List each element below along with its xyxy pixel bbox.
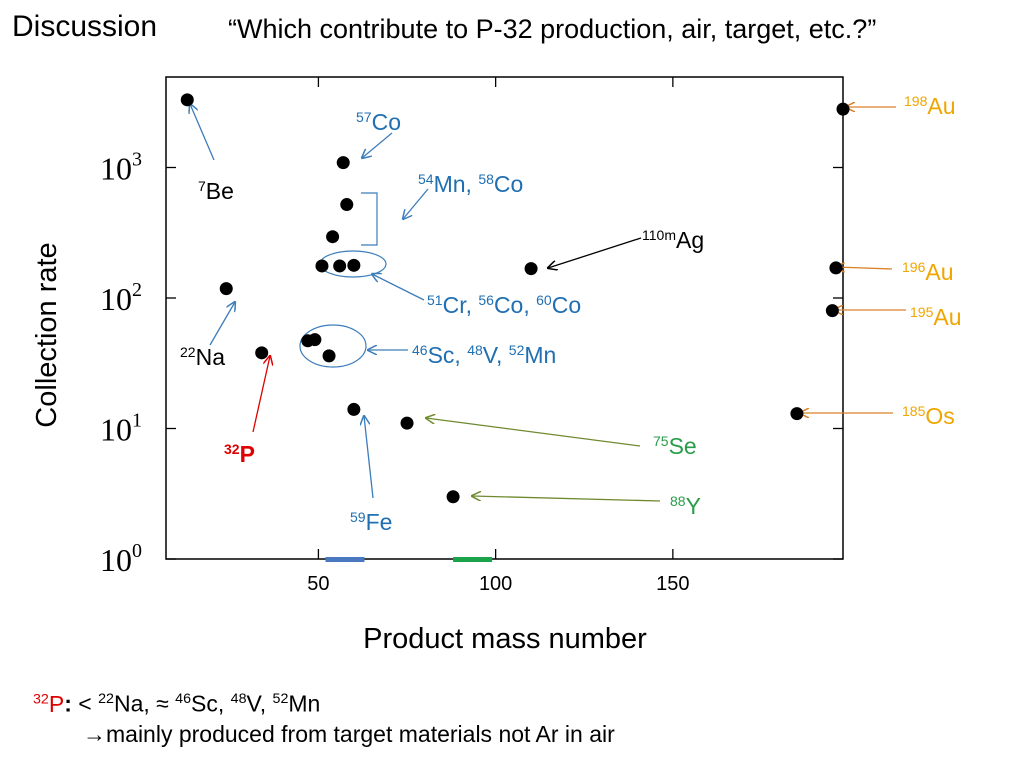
data-point: [524, 262, 538, 276]
label-sc46-v48-mn52: 46Sc, 48V, 52Mn: [412, 342, 556, 368]
label-na22: 22Na: [180, 344, 225, 370]
arrow-y: [472, 496, 661, 502]
label-ag110m: 110mAg: [642, 227, 704, 253]
y-axis-ticks: 100 101 102 103: [100, 149, 843, 578]
data-point: [825, 304, 839, 318]
label-fe59: 59Fe: [350, 509, 392, 535]
arrow-p: [252, 356, 270, 433]
arrow-se: [426, 418, 641, 447]
y-axis-label: Collection rate: [31, 242, 63, 427]
label-y88: 88Y: [670, 493, 701, 519]
data-point: [446, 490, 460, 504]
annotation-arrows: [190, 104, 906, 502]
label-au198: 198Au: [904, 93, 956, 119]
data-point: [836, 102, 850, 116]
x-tick-label: 50: [307, 573, 329, 595]
x-axis-label: Product mass number: [363, 623, 647, 655]
data-point: [326, 230, 340, 244]
arrow-cr-co: [372, 274, 425, 301]
label-au196: 196Au: [902, 259, 954, 285]
label-p32: 32P: [224, 441, 255, 467]
x-axis-ticks: 50 100 150: [307, 77, 690, 595]
data-point: [315, 259, 329, 273]
data-point: [790, 407, 804, 421]
data-point: [219, 282, 233, 296]
x-axis-bands: [325, 557, 493, 562]
label-au195: 195Au: [910, 304, 962, 330]
arrow-co57: [362, 132, 393, 158]
plot-frame: [165, 76, 844, 560]
annotation-labels: 7Be 22Na 32P 57Co 54Mn, 58Co 51Cr, 56Co,…: [180, 93, 962, 535]
data-points: [180, 93, 850, 504]
label-cr51-co56-co60: 51Cr, 56Co, 60Co: [427, 292, 581, 318]
x-band-blue: [325, 557, 365, 562]
summary-line-2: →mainly produced from target materials n…: [83, 720, 615, 747]
data-point: [347, 258, 361, 272]
arrow-na: [209, 302, 235, 346]
arrow-fe: [364, 416, 374, 499]
data-point: [347, 402, 361, 416]
label-se75: 75Se: [653, 433, 697, 459]
data-point: [333, 259, 347, 273]
data-point: [340, 198, 354, 212]
data-point: [400, 416, 414, 430]
arrow-mn-co: [403, 188, 429, 219]
summary-line-1: 32P: < 22Na, ≈ 46Sc, 48V, 52Mn: [33, 690, 321, 717]
label-be7: 7Be: [198, 178, 234, 204]
slide-title: Discussion: [12, 10, 158, 43]
data-point: [829, 261, 843, 275]
data-point: [255, 346, 269, 360]
data-point: [308, 333, 322, 347]
data-point: [180, 93, 194, 107]
slide-question: “Which contribute to P-32 production, ai…: [228, 14, 877, 44]
scatter-chart: 100 101 102 103 50 100 150 Product mass numbe…: [31, 76, 962, 655]
x-tick-label: 100: [479, 573, 512, 595]
data-point: [336, 156, 350, 170]
y-tick-label: 103: [100, 149, 142, 187]
y-tick-label: 100: [100, 540, 142, 578]
group-ellipse-sc-v-mn: [299, 324, 367, 368]
y-tick-label: 102: [100, 279, 142, 317]
label-os185: 185Os: [902, 403, 955, 429]
arrow-ag: [548, 237, 642, 268]
group-brace-mn-co: [361, 192, 378, 246]
summary-text: 32P: < 22Na, ≈ 46Sc, 48V, 52Mn →mainly p…: [33, 684, 615, 749]
y-tick-label: 101: [100, 410, 142, 448]
label-mn54-co58: 54Mn, 58Co: [418, 171, 523, 197]
summary-p32: 32P: [33, 690, 65, 717]
label-co57: 57Co: [356, 109, 401, 135]
x-band-green: [453, 557, 493, 562]
arrow-be: [190, 104, 215, 161]
x-tick-label: 150: [656, 573, 689, 595]
data-point: [322, 349, 336, 363]
arrow-au196: [836, 267, 893, 269]
